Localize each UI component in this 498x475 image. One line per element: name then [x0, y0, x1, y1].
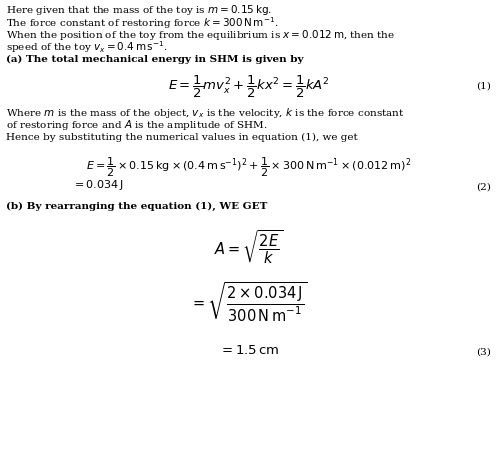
Text: The force constant of restoring force $k=300\,\mathrm{N\,m^{-1}}$.: The force constant of restoring force $k…	[6, 15, 278, 31]
Text: $A=\sqrt{\dfrac{2E}{k}}$: $A=\sqrt{\dfrac{2E}{k}}$	[215, 228, 283, 266]
Text: $=1.5\,\mathrm{cm}$: $=1.5\,\mathrm{cm}$	[219, 344, 279, 357]
Text: (b) By rearranging the equation (1), WE GET: (b) By rearranging the equation (1), WE …	[6, 201, 267, 211]
Text: $E=\dfrac{1}{2}\times0.15\,\mathrm{kg}\times\left(0.4\,\mathrm{m\,s^{-1}}\right): $E=\dfrac{1}{2}\times0.15\,\mathrm{kg}\t…	[87, 155, 411, 179]
Text: (3): (3)	[476, 348, 491, 357]
Text: of restoring force and $A$ is the amplitude of SHM.: of restoring force and $A$ is the amplit…	[6, 118, 267, 133]
Text: $=0.034\,\mathrm{J}$: $=0.034\,\mathrm{J}$	[72, 178, 124, 192]
Text: Here given that the mass of the toy is $m=0.15\,\mathrm{kg}$.: Here given that the mass of the toy is $…	[6, 3, 272, 18]
Text: (a) The total mechanical energy in SHM is given by: (a) The total mechanical energy in SHM i…	[6, 55, 303, 65]
Text: Hence by substituting the numerical values in equation (1), we get: Hence by substituting the numerical valu…	[6, 133, 358, 142]
Text: $=\sqrt{\dfrac{2\times0.034\,\mathrm{J}}{300\,\mathrm{N\,m^{-1}}}}$: $=\sqrt{\dfrac{2\times0.034\,\mathrm{J}}…	[190, 281, 308, 324]
Text: (2): (2)	[476, 182, 491, 191]
Text: When the position of the toy from the equilibrium is $x=0.012\,\mathrm{m}$, then: When the position of the toy from the eq…	[6, 28, 395, 42]
Text: speed of the toy $v_x=0.4\,\mathrm{m\,s^{-1}}$.: speed of the toy $v_x=0.4\,\mathrm{m\,s^…	[6, 39, 168, 56]
Text: Where $m$ is the mass of the object, $v_x$ is the velocity, $k$ is the force con: Where $m$ is the mass of the object, $v_…	[6, 106, 405, 120]
Text: $E=\dfrac{1}{2}mv_x^2+\dfrac{1}{2}kx^2=\dfrac{1}{2}kA^2$: $E=\dfrac{1}{2}mv_x^2+\dfrac{1}{2}kx^2=\…	[168, 74, 330, 99]
Text: (1): (1)	[476, 82, 491, 91]
